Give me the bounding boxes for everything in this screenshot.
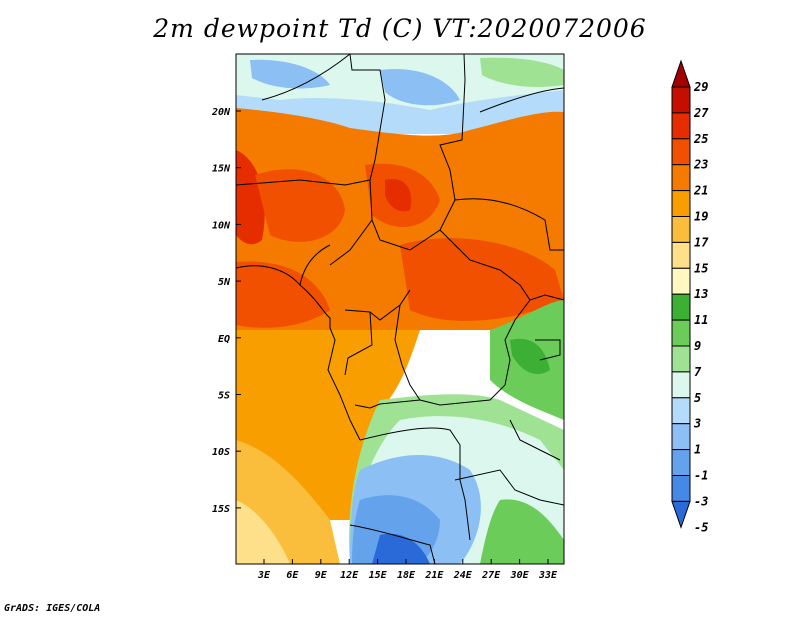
colorbar-segment [671,112,691,140]
lat-tick-label: 15N [212,164,231,175]
lon-tick-label: 18E [397,570,416,581]
colorbar-bottom-arrow [671,500,691,529]
colorbar-segment [671,397,691,425]
colorbar-segment [671,345,691,373]
lat-tick-label: 5S [218,391,230,402]
colorbar-label: 21 [693,184,708,198]
lat-tick-label: EQ [218,334,230,345]
colorbar-label: 13 [694,287,708,301]
colorbar-segment [671,138,691,166]
colorbar-label: -3 [694,494,708,508]
dewpoint-field [236,54,564,564]
colorbar-label: 27 [693,106,709,120]
colorbar-segment [671,319,691,347]
credit-label: GrADS: IGES/COLA [4,603,101,614]
colorbar-top-arrow [671,59,691,88]
map-frame [235,53,565,565]
colorbar-segment [671,190,691,218]
lat-tick-label: 10N [212,220,231,231]
colorbar-label: 19 [694,210,708,224]
colorbar-label: 7 [694,365,702,379]
colorbar-segment [671,267,691,295]
colorbar-label: 11 [694,313,708,327]
colorbar-label: 3 [693,417,701,431]
lon-tick-label: 21E [424,570,444,581]
colorbar-label: -5 [694,520,708,534]
colorbar-label: 9 [694,339,701,353]
lat-tick-label: 20N [211,107,231,118]
country-borders [236,54,564,564]
lon-tick-label: 24E [453,570,473,581]
colorbar-label: 15 [694,261,708,275]
lat-tick-label: 10S [212,447,230,458]
lon-tick-label: 3E [257,570,271,581]
map-title: 2m dewpoint Td (C) VT:2020072006 [153,14,647,43]
colorbar-segment [671,216,691,243]
lon-tick-label: 12E [340,570,359,581]
latitude-axis: 20N 15N 10N 5N EQ 5S 10S 15S [211,107,241,515]
colorbar-segment [671,475,691,502]
colorbar-segment [671,371,691,399]
colorbar: 29 27 25 23 21 19 17 15 13 11 9 7 5 3 1 -1 -3 -5 [671,59,709,534]
longitude-axis: 3E 6E 9E 12E 15E 18E 21E 24E 27E 30E 33E [257,559,558,581]
colorbar-segment [671,423,691,451]
colorbar-label: 29 [693,80,708,94]
colorbar-label: 25 [693,132,708,146]
lon-tick-label: 9E [315,570,328,581]
colorbar-segment [671,164,691,192]
lat-tick-label: 5N [218,277,231,288]
lon-tick-label: 15E [369,570,388,581]
colorbar-label: 1 [694,443,701,457]
colorbar-segment [671,449,691,477]
colorbar-label: 23 [693,158,708,172]
lon-tick-label: 6E [286,570,299,581]
colorbar-segment [671,241,691,269]
lon-tick-label: 27E [481,570,501,581]
colorbar-label: -1 [694,469,708,483]
colorbar-label: 5 [694,391,701,405]
lon-tick-label: 30E [510,570,530,581]
colorbar-segment [671,86,691,114]
lat-tick-label: 15S [212,504,230,515]
lon-tick-label: 33E [538,570,558,581]
colorbar-label: 17 [694,235,709,249]
colorbar-segment [671,293,691,321]
